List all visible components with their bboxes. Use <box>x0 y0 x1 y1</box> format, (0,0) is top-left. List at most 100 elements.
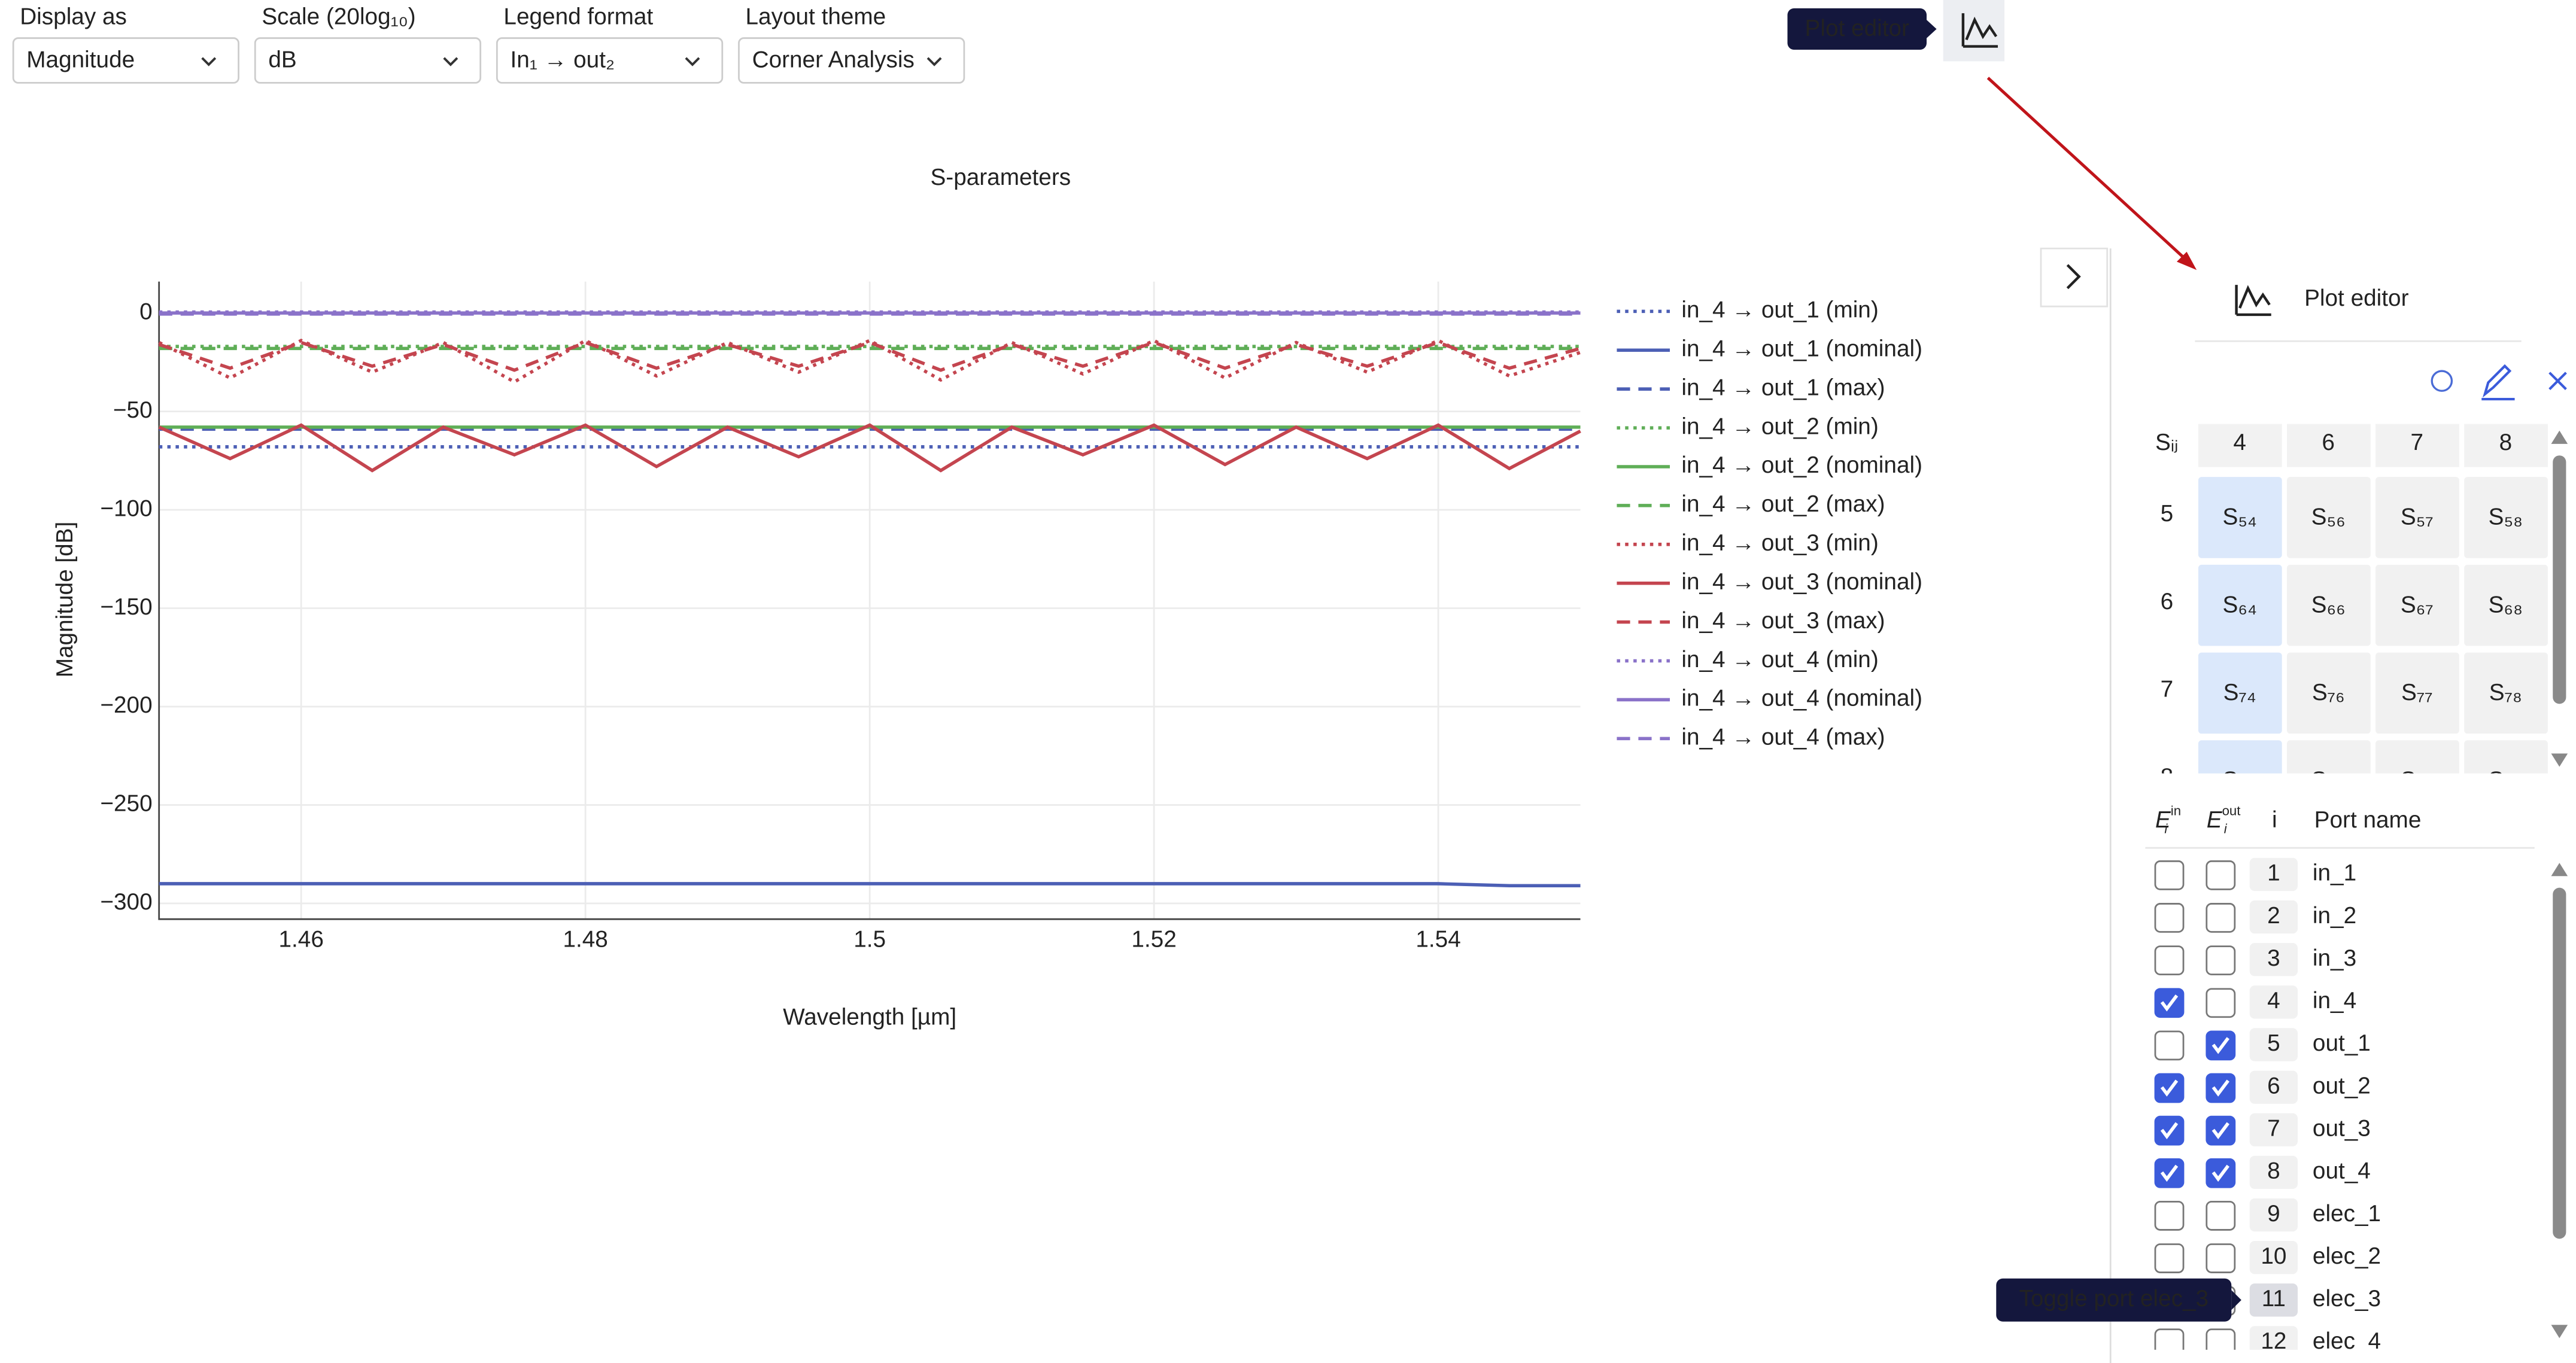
y-axis-title: Magnitude [dB] <box>52 522 78 678</box>
port-index-badge[interactable] <box>2249 1155 2298 1189</box>
checkbox[interactable] <box>2206 1243 2236 1273</box>
checkbox[interactable] <box>2154 903 2185 933</box>
matrix-cell[interactable] <box>2464 652 2548 734</box>
dropdown[interactable] <box>254 37 482 84</box>
tooltip <box>1787 8 1927 50</box>
legend-label[interactable]: in_4 → out_4 (min) <box>1681 647 1878 673</box>
checkbox[interactable] <box>2206 1328 2236 1358</box>
port-index-badge[interactable] <box>2249 1283 2298 1317</box>
series-line <box>158 340 1581 372</box>
legend-label[interactable]: in_4 → out_1 (max) <box>1681 375 1885 400</box>
checkbox[interactable] <box>2154 1200 2185 1231</box>
plot-editor-icon <box>1961 13 1998 48</box>
matrix-cell[interactable] <box>2375 477 2459 558</box>
matrix-cell[interactable] <box>2287 477 2371 558</box>
dropdown[interactable] <box>12 37 239 84</box>
matrix-cell[interactable] <box>2375 652 2459 734</box>
matrix-cell-label: S₇₇ <box>2401 680 2432 705</box>
port-index-badge[interactable] <box>2249 1326 2298 1359</box>
plot-editor-button[interactable] <box>1943 0 2005 62</box>
edit-button[interactable] <box>2481 364 2515 401</box>
legend-label[interactable]: in_4 → out_3 (min) <box>1681 530 1878 556</box>
legend-label[interactable]: in_4 → out_4 (nominal) <box>1681 686 1922 711</box>
scrollbar-thumb[interactable] <box>2553 455 2566 704</box>
dropdown-value: In₁ → out₂ <box>510 47 615 73</box>
checkbox[interactable] <box>2206 945 2236 976</box>
legend-label[interactable]: in_4 → out_3 (nominal) <box>1681 569 1922 595</box>
matrix-cell[interactable] <box>2464 564 2548 646</box>
matrix-cell[interactable] <box>2287 564 2371 646</box>
matrix-cell[interactable] <box>2287 652 2371 734</box>
port-index-badge[interactable] <box>2249 1113 2298 1146</box>
port-index-badge[interactable] <box>2249 985 2298 1019</box>
matrix-cell[interactable] <box>2198 740 2282 822</box>
port-index-badge[interactable] <box>2249 900 2298 934</box>
matrix-cell[interactable] <box>2287 740 2371 822</box>
legend-label[interactable]: in_4 → out_2 (max) <box>1681 491 1885 517</box>
matrix-cell-label: S₅₄ <box>2222 504 2256 530</box>
column-header-bg <box>2198 424 2282 467</box>
scrollbar-thumb[interactable] <box>2553 887 2566 1239</box>
matrix-cell[interactable] <box>2464 740 2548 822</box>
y-tick-label: −100 <box>100 495 152 521</box>
legend-label[interactable]: in_4 → out_2 (min) <box>1681 413 1878 439</box>
port-name: elec_2 <box>2313 1243 2381 1269</box>
control-label: Legend format <box>503 4 653 30</box>
column-header: 7 <box>2411 430 2424 455</box>
control-label: Layout theme <box>746 4 886 30</box>
column-header-bg <box>2375 424 2459 467</box>
legend-label[interactable]: in_4 → out_4 (max) <box>1681 725 1885 750</box>
matrix-cell-label: S₇₆ <box>2312 680 2345 705</box>
column-header: Ein i <box>2155 803 2181 836</box>
matrix-cell[interactable] <box>2464 477 2548 558</box>
port-index: 12 <box>2261 1328 2286 1354</box>
x-tick-label: 1.48 <box>563 926 607 952</box>
x-tick-label: 1.5 <box>853 926 886 952</box>
matrix-cell[interactable] <box>2375 740 2459 822</box>
checkbox[interactable] <box>2154 1328 2185 1358</box>
matrix-cell[interactable] <box>2198 477 2282 558</box>
dropdown[interactable] <box>738 37 965 84</box>
port-index-badge[interactable] <box>2249 1028 2298 1061</box>
port-index: 4 <box>2267 988 2280 1014</box>
checkbox[interactable] <box>2206 903 2236 933</box>
port-index-badge[interactable] <box>2249 1198 2298 1232</box>
checkbox[interactable] <box>2206 860 2236 890</box>
checkbox[interactable] <box>2206 988 2236 1018</box>
port-index-badge[interactable] <box>2249 1070 2298 1104</box>
legend-label[interactable]: in_4 → out_2 (nominal) <box>1681 452 1922 478</box>
port-name: out_1 <box>2313 1030 2371 1056</box>
matrix-cell-label: S₈₄ <box>2222 768 2257 793</box>
panel-title: Plot editor <box>2304 285 2409 311</box>
header-base: E <box>2155 807 2171 833</box>
matrix-cell-label: S₇₈ <box>2489 680 2522 705</box>
checkbox[interactable] <box>2154 860 2185 890</box>
chart-title: S-parameters <box>930 165 1071 190</box>
matrix-cell[interactable] <box>2198 564 2282 646</box>
header-base: E <box>2207 807 2223 833</box>
matrix-cell[interactable] <box>2198 652 2282 734</box>
info-button[interactable] <box>2431 370 2453 392</box>
checkbox[interactable] <box>2154 1243 2185 1273</box>
port-index-badge[interactable] <box>2249 1240 2298 1274</box>
checkbox[interactable] <box>2154 1030 2185 1061</box>
checkbox[interactable] <box>2154 945 2185 976</box>
x-axis-title: Wavelength [µm] <box>783 1004 956 1030</box>
legend-label[interactable]: in_4 → out_1 (nominal) <box>1681 336 1922 362</box>
header-sub: i <box>2224 822 2228 836</box>
row-header: 8 <box>2161 764 2174 790</box>
port-index-badge[interactable] <box>2249 943 2298 976</box>
checkbox[interactable] <box>2206 1200 2236 1231</box>
legend-label[interactable]: in_4 → out_3 (max) <box>1681 608 1885 634</box>
row-header: 6 <box>2161 589 2174 614</box>
collapse-button[interactable] <box>2040 247 2109 308</box>
port-index: 9 <box>2267 1201 2280 1227</box>
port-index-badge[interactable] <box>2249 857 2298 892</box>
row-header: 7 <box>2161 676 2174 702</box>
close-button[interactable] <box>2548 372 2567 390</box>
legend-label[interactable]: in_4 → out_1 (min) <box>1681 297 1878 323</box>
header-sup: in <box>2171 803 2181 818</box>
dropdown[interactable] <box>496 37 724 84</box>
matrix-cell[interactable] <box>2375 564 2459 646</box>
